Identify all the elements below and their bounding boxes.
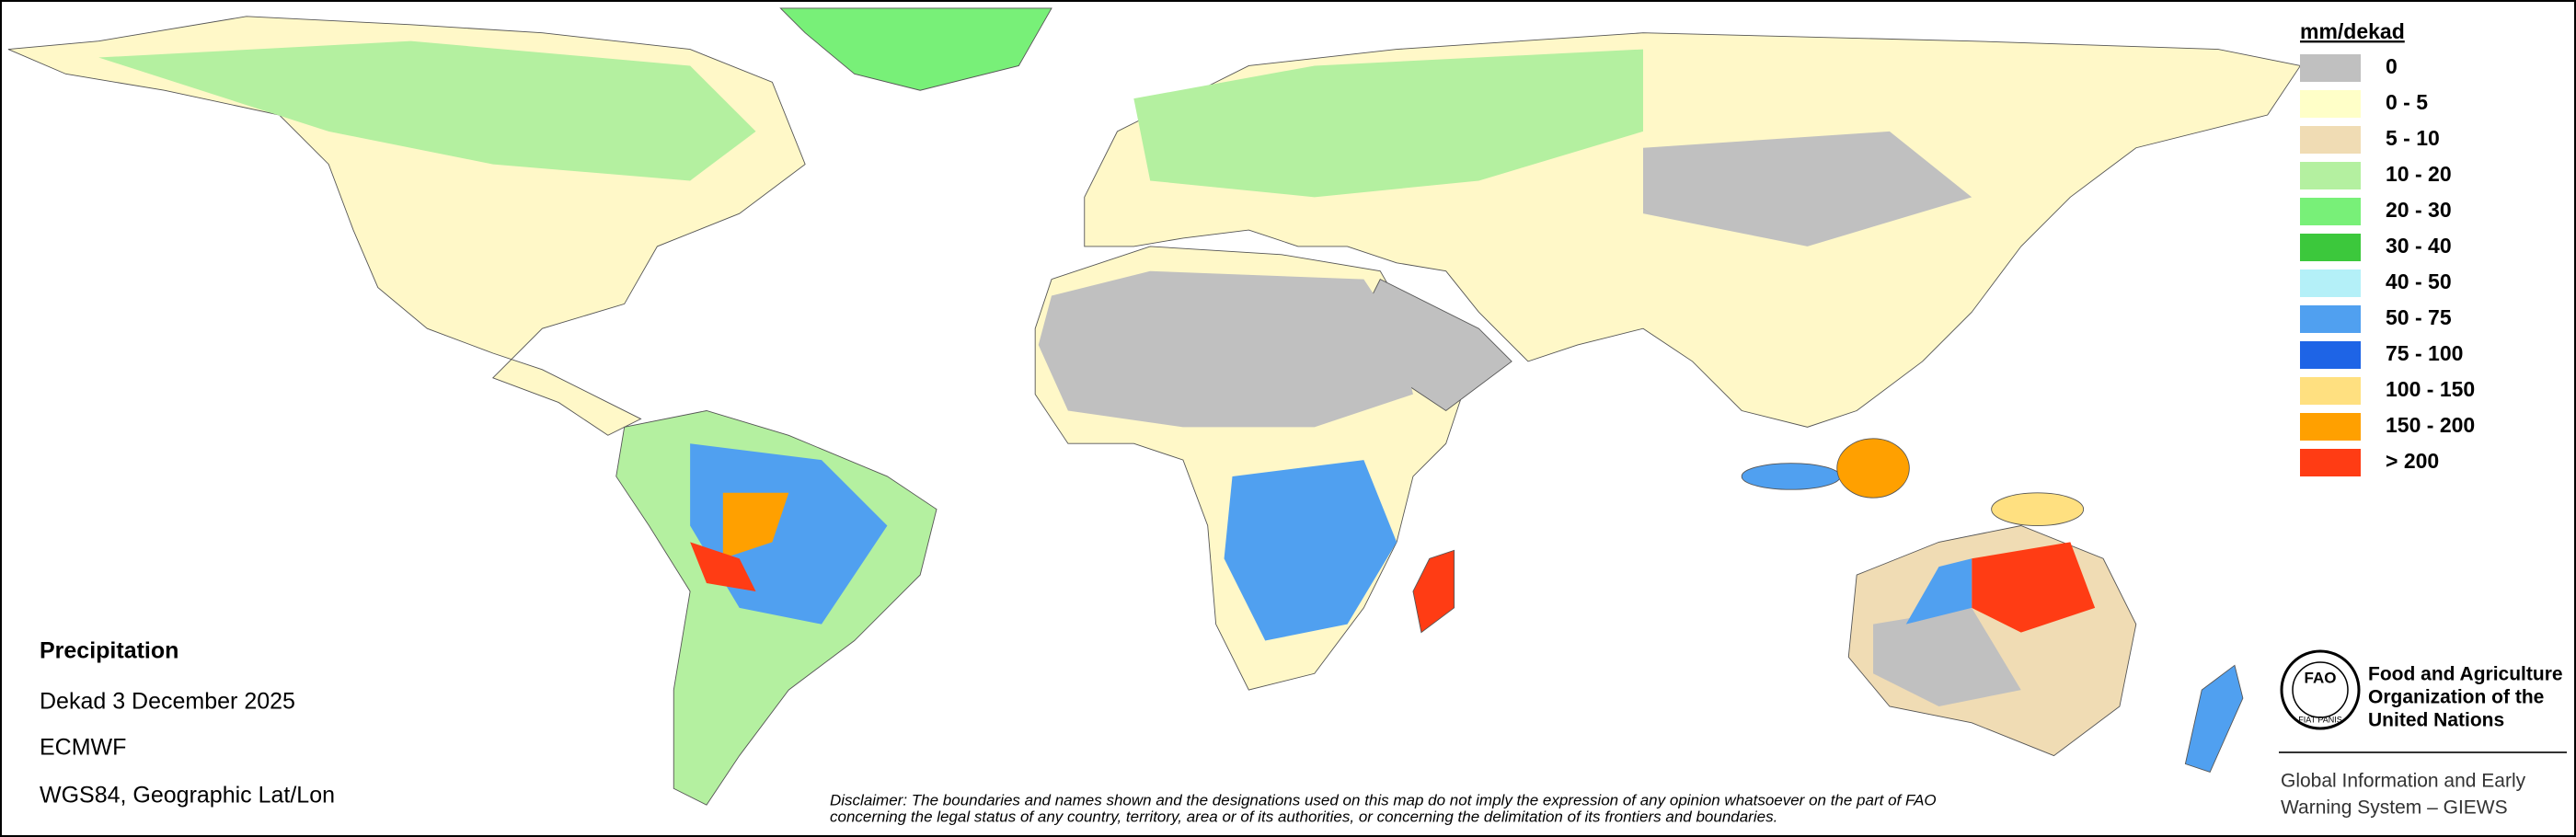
heavy-zone	[1972, 542, 2096, 633]
world-map	[7, 7, 2302, 806]
legend-label: 150 - 200	[2386, 413, 2475, 437]
legend-swatch	[2300, 126, 2361, 154]
legend-label: 10 - 20	[2386, 162, 2452, 186]
org-name: Organization of the	[2368, 687, 2544, 708]
system-name: Warning System – GIEWS	[2281, 797, 2508, 819]
greenland	[779, 7, 1052, 91]
borneo	[1836, 438, 1910, 499]
logo-inner-ring	[2292, 661, 2349, 718]
sumatra-java	[1741, 463, 1841, 490]
wet-zone	[1905, 558, 1972, 625]
legend-swatch	[2300, 54, 2361, 82]
wet-zone	[1133, 49, 1643, 198]
heavy-zone	[690, 542, 756, 591]
org-name: United Nations	[2368, 710, 2504, 731]
map-title: Precipitation	[40, 638, 178, 664]
logo-letters: FAO	[2305, 669, 2337, 686]
legend: 0 0 - 5 5 - 10 10 - 20 20 - 30 30 - 40 40 - 50…	[2300, 54, 2475, 476]
logo-ring	[2280, 649, 2361, 730]
legend-label: 20 - 30	[2386, 198, 2452, 222]
org-name: Food and Agriculture	[2368, 664, 2563, 685]
legend-label: 40 - 50	[2386, 269, 2452, 293]
legend-label: 0	[2386, 54, 2398, 78]
dry-zone	[1643, 131, 1972, 247]
new-guinea	[1991, 492, 2085, 526]
legend-swatch	[2300, 377, 2361, 405]
legend-swatch	[2300, 341, 2361, 369]
legend-swatch	[2300, 162, 2361, 189]
legend-label: 75 - 100	[2386, 341, 2463, 365]
wet-zone	[98, 40, 756, 181]
legend-swatch	[2300, 234, 2361, 261]
legend-swatch	[2300, 305, 2361, 333]
legend-label: 30 - 40	[2386, 234, 2452, 258]
legend-swatch	[2300, 90, 2361, 118]
projection: WGS84, Geographic Lat/Lon	[40, 783, 335, 808]
madagascar	[1412, 549, 1455, 634]
legend-label: 0 - 5	[2386, 90, 2428, 114]
disclaimer-line: concerning the legal status of any count…	[830, 808, 1777, 825]
legend-title: mm/dekad	[2300, 19, 2405, 43]
period: Dekad 3 December 2025	[40, 689, 295, 715]
dry-zone	[1873, 607, 2021, 706]
fao-logo: FAO FIAT PANIS	[2280, 649, 2361, 730]
disclaimer-line: Disclaimer: The boundaries and names sho…	[830, 791, 1937, 808]
legend-swatch	[2300, 449, 2361, 476]
logo-motto: FIAT PANIS	[2298, 715, 2342, 724]
legend-label: 50 - 75	[2386, 305, 2452, 329]
system-name: Global Information and Early	[2281, 771, 2526, 792]
legend-label: 5 - 10	[2386, 126, 2440, 150]
legend-swatch	[2300, 269, 2361, 297]
wet-zone	[1224, 460, 1397, 641]
legend-swatch	[2300, 413, 2361, 441]
legend-label: > 200	[2386, 449, 2439, 473]
new-zealand	[2184, 664, 2244, 773]
dry-zone	[1038, 270, 1413, 428]
legend-swatch	[2300, 198, 2361, 225]
source: ECMWF	[40, 735, 126, 761]
legend-label: 100 - 150	[2386, 377, 2475, 401]
